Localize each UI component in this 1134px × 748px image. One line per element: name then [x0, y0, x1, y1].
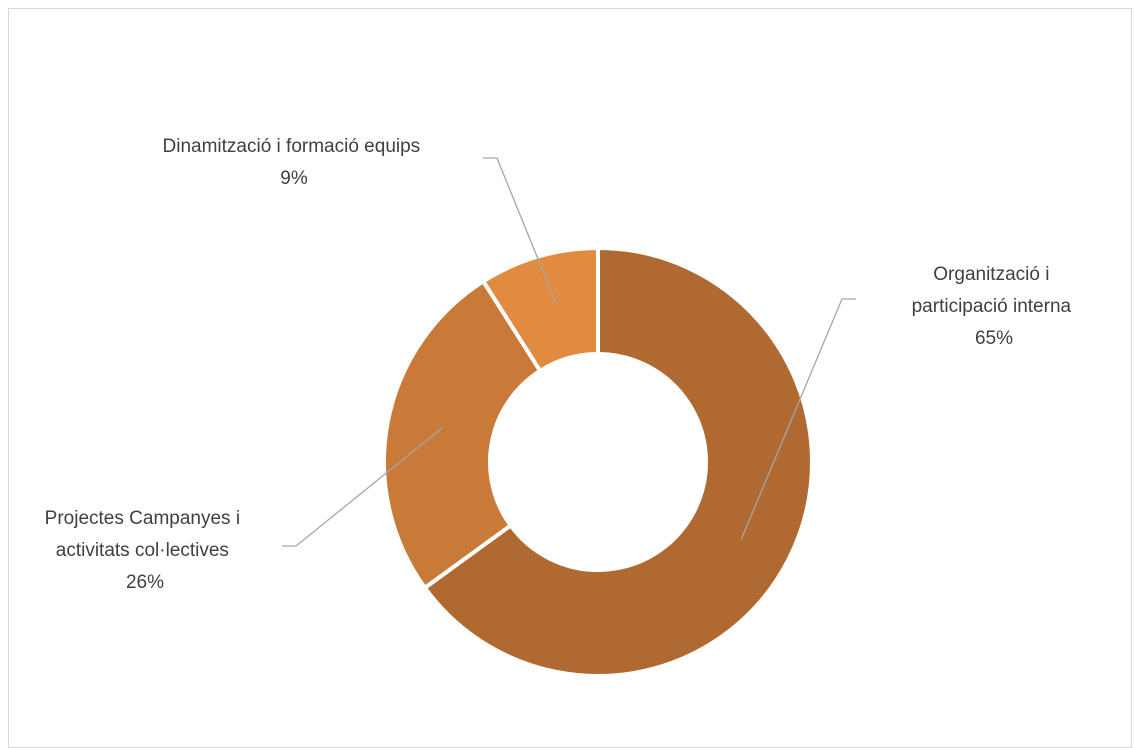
donut-slice-organitzacio: [422, 245, 814, 678]
leader-line-projectes: [282, 427, 443, 547]
leader-line-dinamitzacio: [483, 157, 558, 307]
data-label-projectes: Projectes Campanyes i activitats col·lec…: [45, 508, 246, 593]
leader-line-organitzacio: [740, 298, 856, 541]
data-label-organitzacio-line1: Organització i: [933, 264, 1049, 285]
data-label-dinamitzacio-line1: Dinamització i formació equips: [163, 136, 421, 157]
data-label-projectes-line2: activitats col·lectives: [56, 540, 229, 561]
data-labels: Organització i participació interna 65% …: [45, 136, 1077, 593]
donut-slices: [382, 245, 814, 678]
donut-slice-projectes: [382, 278, 543, 591]
data-label-projectes-value: 26%: [126, 572, 164, 593]
data-label-dinamitzacio-value: 9%: [280, 168, 308, 189]
data-label-dinamitzacio: Dinamització i formació equips 9%: [163, 136, 426, 189]
leader-lines: [282, 157, 856, 547]
data-label-organitzacio-value: 65%: [975, 328, 1013, 349]
data-label-projectes-line1: Projectes Campanyes i: [45, 508, 240, 529]
donut-slice-dinamitzacio: [480, 245, 600, 374]
data-label-organitzacio-line2: participació interna: [912, 296, 1072, 317]
data-label-organitzacio: Organització i participació interna 65%: [912, 264, 1077, 349]
